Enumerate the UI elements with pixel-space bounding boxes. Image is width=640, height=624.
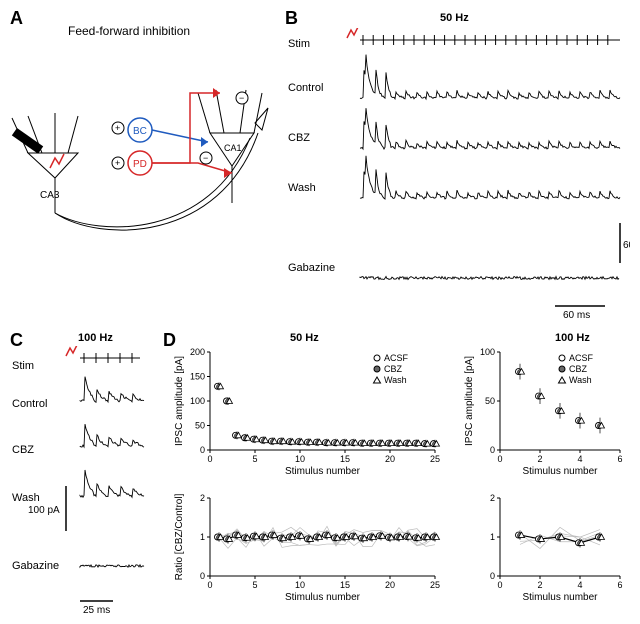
stim-label-c: Stim	[12, 360, 34, 372]
svg-text:2: 2	[200, 493, 205, 503]
svg-text:15: 15	[340, 454, 350, 464]
pd-label: PD	[133, 159, 147, 170]
svg-text:Stimulus number: Stimulus number	[285, 466, 361, 477]
svg-text:Wash: Wash	[569, 375, 592, 385]
svg-text:25: 25	[430, 580, 440, 590]
svg-text:50: 50	[195, 421, 205, 431]
svg-text:25 ms: 25 ms	[83, 605, 110, 616]
svg-text:200: 200	[190, 347, 205, 357]
wash-label-c: Wash	[12, 492, 40, 504]
panel-c-traces: 100 pA 25 ms	[8, 346, 158, 616]
svg-text:0: 0	[207, 580, 212, 590]
svg-text:Stimulus number: Stimulus number	[522, 592, 598, 603]
svg-text:ACSF: ACSF	[384, 353, 409, 363]
ca1-label: CA1	[224, 143, 242, 153]
svg-text:1: 1	[490, 532, 495, 542]
svg-text:Wash: Wash	[384, 375, 407, 385]
scalebar-x-b: 60 ms	[563, 310, 590, 318]
wash-label-b: Wash	[288, 182, 316, 194]
gabazine-label-b: Gabazine	[288, 262, 335, 274]
svg-text:Ratio [CBZ/Control]: Ratio [CBZ/Control]	[174, 493, 185, 580]
svg-text:0: 0	[207, 454, 212, 464]
svg-text:0: 0	[497, 454, 502, 464]
svg-text:CBZ: CBZ	[569, 364, 588, 374]
stim-label-b: Stim	[288, 38, 310, 50]
svg-text:4: 4	[577, 454, 582, 464]
svg-text:+: +	[115, 123, 120, 133]
svg-text:20: 20	[385, 454, 395, 464]
panel-d-title-left: 50 Hz	[290, 332, 319, 344]
bc-label: BC	[133, 126, 147, 137]
svg-text:100: 100	[480, 347, 495, 357]
svg-text:2: 2	[490, 493, 495, 503]
svg-text:100: 100	[190, 396, 205, 406]
svg-text:CBZ: CBZ	[384, 364, 403, 374]
gabazine-label-c: Gabazine	[12, 560, 59, 572]
svg-text:+: +	[115, 158, 120, 168]
panel-d-title-right: 100 Hz	[555, 332, 590, 344]
panel-a-label: A	[10, 8, 23, 29]
svg-text:25: 25	[430, 454, 440, 464]
svg-text:15: 15	[340, 580, 350, 590]
svg-text:2: 2	[537, 580, 542, 590]
panel-c-freq: 100 Hz	[78, 332, 113, 344]
svg-text:−: −	[203, 153, 208, 163]
panel-b-freq: 50 Hz	[440, 12, 469, 24]
svg-text:5: 5	[252, 454, 257, 464]
svg-text:10: 10	[295, 454, 305, 464]
svg-text:IPSC amplitude [pA]: IPSC amplitude [pA]	[174, 356, 185, 446]
scalebar-y-b: 60 pA	[623, 240, 630, 251]
panel-b-label: B	[285, 8, 298, 29]
svg-text:1: 1	[200, 532, 205, 542]
control-label-c: Control	[12, 398, 47, 410]
svg-text:Stimulus number: Stimulus number	[285, 592, 361, 603]
svg-text:ACSF: ACSF	[569, 353, 594, 363]
cbz-label-c: CBZ	[12, 444, 34, 456]
control-label-b: Control	[288, 82, 323, 94]
panel-a-title: Feed-forward inhibition	[68, 24, 190, 38]
panel-b-traces: 60 pA 60 ms	[285, 28, 630, 318]
svg-text:0: 0	[490, 571, 495, 581]
panel-a-diagram: CA3 CA1 BC PD + + − −	[10, 38, 270, 258]
ca3-label: CA3	[40, 190, 60, 201]
panel-d-charts: 0501001502000510152025IPSC amplitude [pA…	[165, 346, 635, 621]
svg-text:20: 20	[385, 580, 395, 590]
svg-text:150: 150	[190, 372, 205, 382]
svg-text:50: 50	[485, 396, 495, 406]
svg-text:0: 0	[200, 571, 205, 581]
svg-text:IPSC amplitude [pA]: IPSC amplitude [pA]	[464, 356, 475, 446]
svg-text:−: −	[239, 93, 244, 103]
svg-text:10: 10	[295, 580, 305, 590]
svg-text:4: 4	[577, 580, 582, 590]
cbz-label-b: CBZ	[288, 132, 310, 144]
svg-text:100 pA: 100 pA	[28, 505, 60, 516]
svg-text:5: 5	[252, 580, 257, 590]
svg-text:6: 6	[617, 580, 622, 590]
svg-text:0: 0	[497, 580, 502, 590]
svg-text:0: 0	[490, 445, 495, 455]
svg-text:0: 0	[200, 445, 205, 455]
svg-text:6: 6	[617, 454, 622, 464]
svg-text:2: 2	[537, 454, 542, 464]
svg-text:Stimulus number: Stimulus number	[522, 466, 598, 477]
